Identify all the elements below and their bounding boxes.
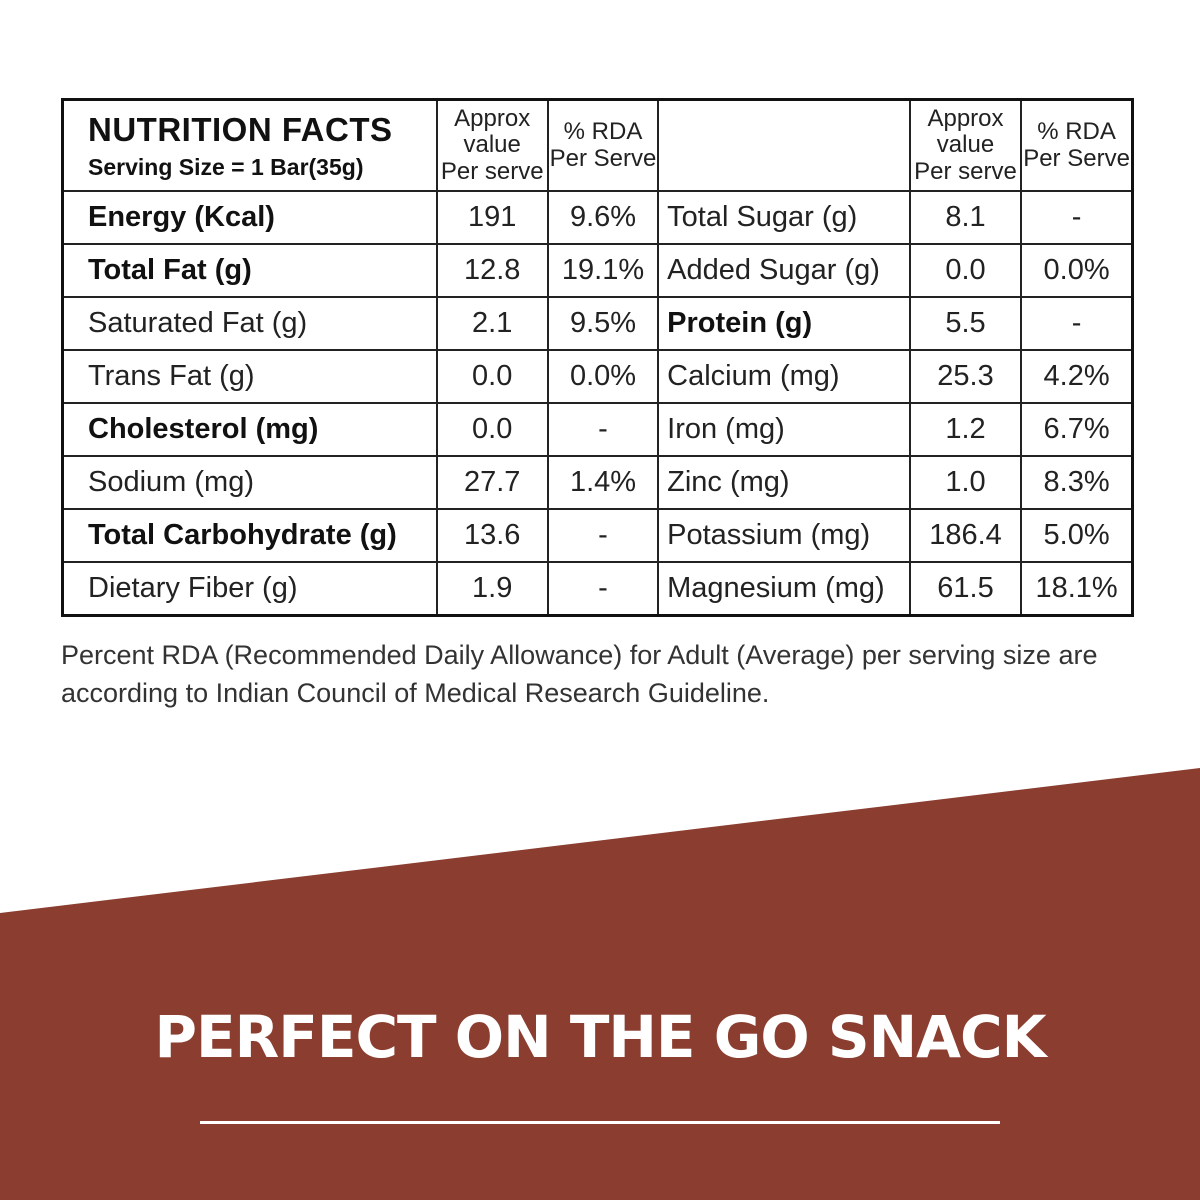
- nutrient-value-right: 25.3: [908, 349, 1023, 404]
- tagline-underline: [200, 1121, 1000, 1124]
- nutrient-rda-left: -: [546, 402, 660, 457]
- nutrient-value-left: 27.7: [435, 455, 549, 510]
- nutrient-rda-right: -: [1020, 296, 1134, 351]
- nutrient-name-right: Calcium (mg): [657, 349, 911, 404]
- header-blank: [657, 98, 911, 192]
- nutrient-rda-right: 8.3%: [1020, 455, 1134, 510]
- table-row: Saturated Fat (g) 2.1 9.5% Protein (g) 5.5-: [61, 296, 1134, 351]
- table-row: Energy (Kcal) 191 9.6% Total Sugar (g) 8.1-: [61, 190, 1134, 245]
- table-row: Sodium (mg) 27.7 1.4% Zinc (mg) 1.0 8.3%: [61, 455, 1134, 510]
- nutrient-value-right: 186.4: [908, 508, 1023, 563]
- nutrient-value-right: 61.5: [908, 561, 1023, 617]
- nutrient-rda-left: -: [546, 561, 660, 617]
- table-row: Dietary Fiber (g) 1.9- Magnesium (mg) 61.5 1…: [61, 561, 1134, 617]
- nutrient-name-right: Magnesium (mg): [657, 561, 911, 617]
- table-header-row: NUTRITION FACTS Serving Size = 1 Bar(35g…: [61, 98, 1134, 192]
- table-row: Total Fat (g) 12.8 19.1% Added Sugar (g) 0.0…: [61, 243, 1134, 298]
- nutrition-facts-table: NUTRITION FACTS Serving Size = 1 Bar(35g…: [61, 98, 1134, 617]
- table-row: Total Carbohydrate (g) 13.6- Potassium (mg…: [61, 508, 1134, 563]
- nutrient-value-left: 13.6: [435, 508, 549, 563]
- nutrient-rda-right: -: [1020, 190, 1134, 245]
- serving-size: Serving Size = 1 Bar(35g): [88, 153, 364, 180]
- nutrient-name-left: Energy (Kcal): [61, 190, 438, 245]
- nutrient-value-right: 1.0: [908, 455, 1023, 510]
- nutrient-rda-left: 19.1%: [546, 243, 660, 298]
- nutrient-rda-right: 5.0%: [1020, 508, 1134, 563]
- table-title-cell: NUTRITION FACTS Serving Size = 1 Bar(35g…: [61, 98, 438, 192]
- header-rda-left: % RDA Per Serve: [546, 98, 660, 192]
- nutrient-value-left: 12.8: [435, 243, 549, 298]
- nutrient-value-right: 1.2: [908, 402, 1023, 457]
- nutrient-value-left: 0.0: [435, 402, 549, 457]
- nutrient-name-left: Total Carbohydrate (g): [61, 508, 438, 563]
- nutrient-name-right: Added Sugar (g): [657, 243, 911, 298]
- nutrient-value-left: 0.0: [435, 349, 549, 404]
- nutrient-name-right: Potassium (mg): [657, 508, 911, 563]
- nutrient-name-right: Zinc (mg): [657, 455, 911, 510]
- nutrient-rda-left: -: [546, 508, 660, 563]
- nutrient-value-right: 8.1: [908, 190, 1023, 245]
- nutrient-rda-left: 9.5%: [546, 296, 660, 351]
- nutrient-rda-left: 0.0%: [546, 349, 660, 404]
- header-approx-left: Approx value Per serve: [435, 98, 549, 192]
- nutrient-rda-left: 1.4%: [546, 455, 660, 510]
- nutrient-value-right: 5.5: [908, 296, 1023, 351]
- table-row: Trans Fat (g) 0.0 0.0% Calcium (mg) 25.3 4.2%: [61, 349, 1134, 404]
- nutrient-value-left: 1.9: [435, 561, 549, 617]
- nutrient-name-left: Trans Fat (g): [61, 349, 438, 404]
- nutrient-value-left: 2.1: [435, 296, 549, 351]
- nutrient-name-left: Saturated Fat (g): [61, 296, 438, 351]
- nutrient-value-right: 0.0: [908, 243, 1023, 298]
- table-title: NUTRITION FACTS: [88, 110, 393, 148]
- nutrient-rda-left: 9.6%: [546, 190, 660, 245]
- nutrient-name-right: Iron (mg): [657, 402, 911, 457]
- nutrient-name-right: Protein (g): [657, 296, 911, 351]
- nutrient-rda-right: 0.0%: [1020, 243, 1134, 298]
- nutrient-rda-right: 4.2%: [1020, 349, 1134, 404]
- nutrient-name-right: Total Sugar (g): [657, 190, 911, 245]
- tagline: PERFECT ON THE GO SNACK: [154, 1003, 1046, 1071]
- nutrient-name-left: Dietary Fiber (g): [61, 561, 438, 617]
- table-row: Cholesterol (mg) 0.0- Iron (mg) 1.2 6.7%: [61, 402, 1134, 457]
- rda-footnote: Percent RDA (Recommended Daily Allowance…: [61, 640, 1098, 708]
- header-rda-right: % RDA Per Serve: [1020, 98, 1134, 192]
- nutrient-rda-right: 18.1%: [1020, 561, 1134, 617]
- nutrient-value-left: 191: [435, 190, 549, 245]
- nutrient-name-left: Sodium (mg): [61, 455, 438, 510]
- nutrient-name-left: Cholesterol (mg): [61, 402, 438, 457]
- header-approx-right: Approx value Per serve: [908, 98, 1023, 192]
- nutrient-rda-right: 6.7%: [1020, 402, 1134, 457]
- nutrient-name-left: Total Fat (g): [61, 243, 438, 298]
